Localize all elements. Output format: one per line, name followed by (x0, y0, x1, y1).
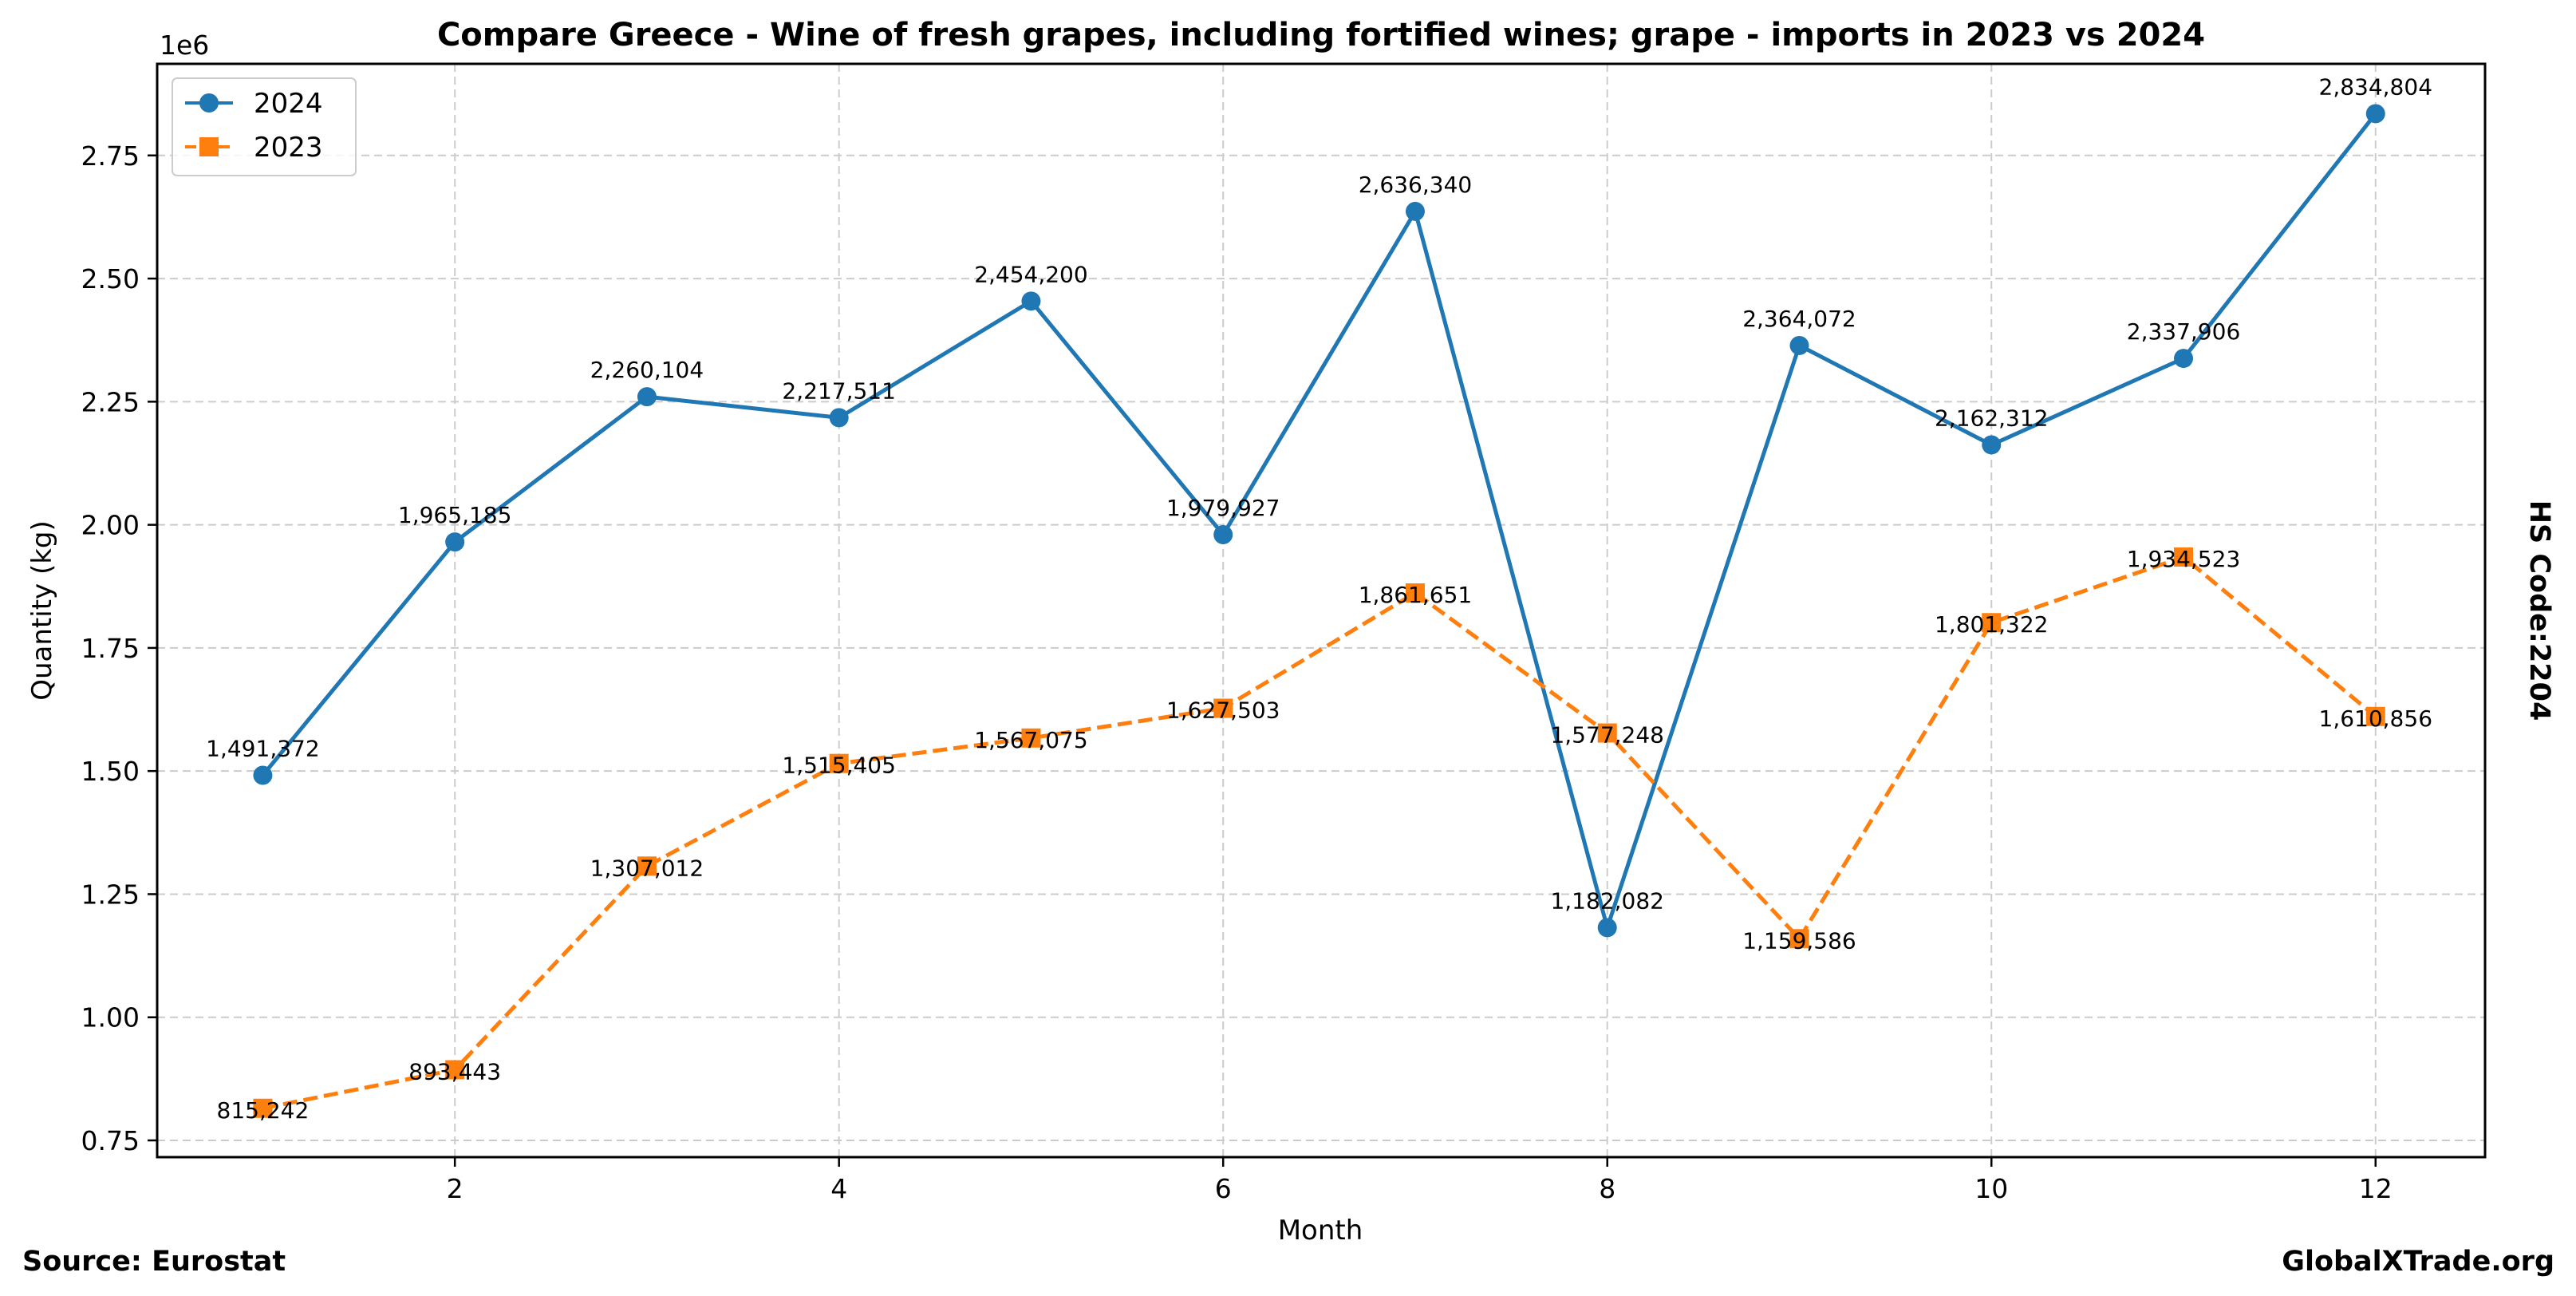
data-point-2023 (829, 753, 849, 773)
y-tick-label: 1.75 (81, 633, 140, 664)
series-line-2023 (262, 555, 2377, 1111)
y-tick-label: 2.75 (81, 140, 140, 172)
data-point-2023 (637, 856, 657, 876)
x-tick-label: 2 (447, 1173, 464, 1204)
data-point-2023 (1213, 698, 1233, 718)
data-point-2024 (1213, 525, 1233, 545)
data-point-2023 (1021, 728, 1041, 748)
data-point-2024 (1982, 435, 2002, 455)
data-point-2024 (2365, 104, 2385, 124)
legend-marker-2023 (199, 137, 219, 156)
legend-marker-2024 (199, 93, 219, 113)
data-label-2023: 1,577,248 (1550, 722, 1664, 749)
data-label-2023: 1,861,651 (1359, 582, 1473, 608)
data-point-2024 (637, 387, 657, 407)
data-label-2023: 1,934,523 (2127, 546, 2241, 572)
data-point-2023 (1982, 613, 2002, 633)
data-point-2023 (1789, 929, 1809, 949)
data-point-2024 (1789, 335, 1809, 355)
data-point-2024 (2174, 349, 2194, 369)
y-tick-label: 0.75 (81, 1125, 140, 1156)
data-label-2023: 1,610,856 (2319, 705, 2433, 732)
y-tick-label: 1.50 (81, 756, 140, 787)
source-label: Source: Eurostat (22, 1246, 286, 1278)
data-label-2023: 1,627,503 (1166, 697, 1280, 723)
brand-label: GlobalXTrade.org (2282, 1246, 2554, 1278)
data-point-2024 (829, 408, 849, 428)
data-label-2024: 2,260,104 (590, 357, 704, 383)
y-tick-label: 2.00 (81, 510, 140, 541)
x-tick-label: 6 (1215, 1173, 1232, 1204)
y-axis-label: Quantity (kg) (26, 520, 58, 701)
x-tick-label: 12 (2359, 1173, 2393, 1204)
data-labels: 1,491,372 1,965,185 2,260,104 2,217,511 2,45… (206, 73, 2432, 1123)
data-label-2023: 1,567,075 (974, 727, 1088, 753)
data-point-2023 (1405, 583, 1425, 603)
legend-item-2024: 2024 (185, 88, 323, 120)
legend-label-2024: 2024 (254, 88, 323, 120)
y-tick-label: 2.50 (81, 263, 140, 294)
data-label-2024: 2,834,804 (2319, 73, 2433, 100)
y-tick-label: 1.25 (81, 879, 140, 910)
series-line-2024 (261, 112, 2377, 930)
data-point-2024 (1405, 201, 1425, 221)
data-label-2024: 2,454,200 (974, 261, 1088, 287)
data-label-2024: 2,162,312 (1935, 405, 2049, 431)
y-tick-label: 2.25 (81, 386, 140, 417)
data-label-2024: 1,182,082 (1550, 887, 1664, 914)
data-label-2024: 1,965,185 (398, 502, 512, 528)
x-tick-label: 10 (1974, 1173, 2008, 1204)
legend: 2024 2023 (172, 77, 357, 176)
data-point-2024 (445, 532, 465, 552)
chart-title: Compare Greece - Wine of fresh grapes, i… (437, 17, 2205, 53)
x-tick-label: 8 (1599, 1173, 1615, 1204)
y-tick-label: 1.00 (81, 1002, 140, 1033)
data-label-2024: 1,491,372 (206, 736, 320, 762)
data-label-2024: 2,364,072 (1742, 306, 1856, 332)
data-label-2023: 1,159,586 (1742, 927, 1856, 954)
hs-code-label: HS Code:2204 (2523, 500, 2555, 721)
data-label-2024: 2,636,340 (1359, 172, 1473, 198)
data-point-2023 (2174, 547, 2194, 567)
data-label-2023: 815,242 (217, 1097, 310, 1124)
data-point-2024 (1021, 291, 1041, 311)
data-point-2023 (1597, 723, 1617, 743)
grid (157, 64, 2485, 1157)
data-label-2023: 893,443 (408, 1058, 501, 1085)
x-axis-label: Month (1278, 1215, 1363, 1247)
data-label-2023: 1,515,405 (782, 753, 896, 779)
plot-frame (156, 62, 2487, 1159)
legend-label-2023: 2023 (254, 132, 323, 164)
x-tick-label: 4 (830, 1173, 847, 1204)
data-label-2024: 1,979,927 (1166, 495, 1280, 521)
data-label-2023: 1,307,012 (590, 855, 704, 881)
data-label-2024: 2,337,906 (2127, 318, 2241, 345)
data-point-2023 (2365, 706, 2385, 726)
data-label-2023: 1,801,322 (1935, 611, 2049, 638)
series-layer (253, 104, 2385, 1118)
axes: 2 4 6 8 10 12 0.75 1.00 1.25 1.50 1.75 2.00 2.25 2.50… (81, 62, 2487, 1204)
data-label-2024: 2,217,511 (782, 377, 896, 404)
data-point-2024 (253, 765, 273, 785)
data-point-2023 (445, 1060, 465, 1080)
data-point-2023 (253, 1098, 273, 1118)
legend-item-2023: 2023 (185, 132, 323, 164)
data-point-2024 (1597, 918, 1617, 938)
y-offset-label: 1e6 (160, 30, 209, 61)
